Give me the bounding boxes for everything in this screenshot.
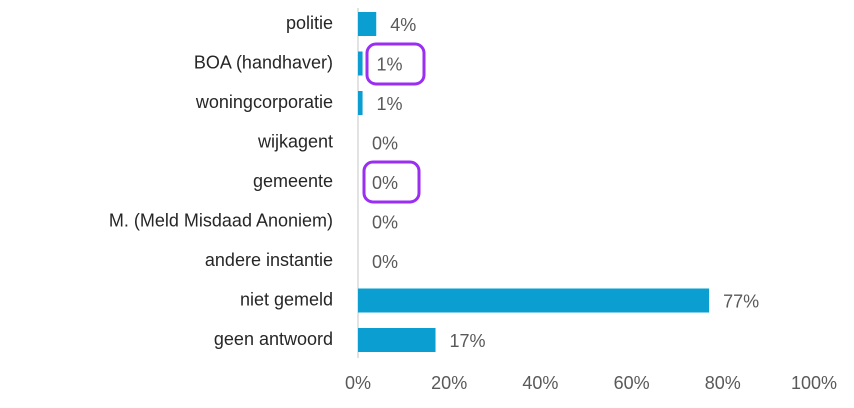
category-label: niet gemeld: [240, 289, 333, 309]
category-label: woningcorporatie: [195, 92, 333, 112]
bar: [358, 288, 710, 313]
value-label: 1%: [377, 54, 403, 74]
category-label: andere instantie: [205, 250, 333, 270]
value-label: 0%: [372, 252, 398, 272]
value-label: 77%: [723, 291, 759, 311]
value-label: 4%: [390, 15, 416, 35]
x-tick-label: 100%: [791, 373, 837, 393]
x-tick-label: 80%: [705, 373, 741, 393]
bar: [358, 91, 363, 115]
value-label: 0%: [372, 212, 398, 232]
category-label: politie: [286, 13, 333, 33]
bar: [358, 12, 377, 36]
category-label: geen antwoord: [214, 329, 333, 349]
x-tick-label: 20%: [431, 373, 467, 393]
x-tick-label: 60%: [614, 373, 650, 393]
value-label: 17%: [450, 331, 486, 351]
x-tick-label: 40%: [522, 373, 558, 393]
category-label: M. (Meld Misdaad Anoniem): [109, 210, 333, 230]
category-label: BOA (handhaver): [194, 52, 333, 72]
highlight-box: [365, 42, 426, 86]
category-label: wijkagent: [257, 131, 333, 151]
value-label: 0%: [372, 133, 398, 153]
x-tick-label: 0%: [345, 373, 371, 393]
value-label: 1%: [377, 94, 403, 114]
category-label: gemeente: [253, 171, 333, 191]
bar: [358, 328, 436, 352]
value-label: 0%: [372, 173, 398, 193]
bar: [358, 51, 363, 76]
highlight-box: [362, 160, 421, 204]
